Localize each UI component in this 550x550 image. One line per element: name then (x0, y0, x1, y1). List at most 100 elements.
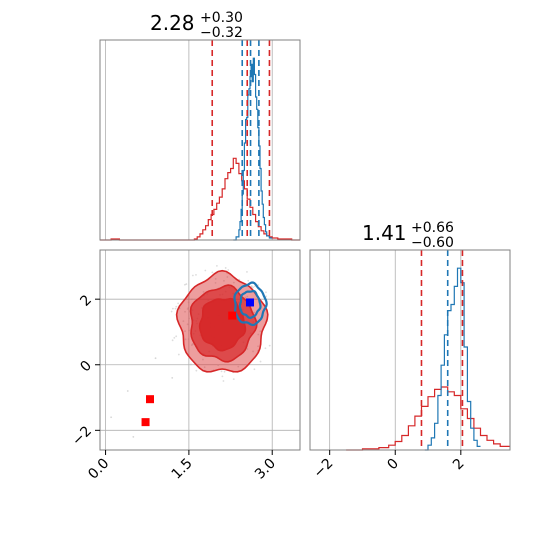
joint-sample-point (171, 376, 174, 379)
marginal-2-histogram-line (346, 386, 510, 451)
joint-y-ticks: −2 0 2 (69, 292, 100, 449)
joint-x-tick-label: 0.0 (85, 456, 112, 483)
joint-sample-point (265, 295, 267, 298)
joint-sample-point (174, 307, 177, 310)
joint-sample-point (183, 283, 186, 286)
joint-sample-point (202, 358, 204, 361)
joint-sample-point (184, 338, 187, 341)
marginal-1-title: 2.28 (150, 11, 195, 35)
joint-sample-point (170, 310, 173, 313)
joint-sample-point (252, 350, 254, 353)
joint-sample-point (214, 277, 217, 280)
joint-sample-point (264, 347, 267, 350)
marginal-2-x-tick-label: 0 (384, 456, 402, 474)
joint-sample-point (173, 336, 176, 339)
joint-sample-point (187, 338, 190, 341)
joint-sample-point (237, 365, 240, 368)
joint-grid (100, 250, 300, 450)
joint-sample-point (224, 267, 227, 269)
joint-sample-point (246, 348, 249, 350)
joint-sample-point (175, 335, 178, 338)
joint-sample-point (154, 357, 157, 360)
joint-sample-point (184, 330, 186, 333)
marginal-1-grid (105, 40, 273, 240)
joint-sample-point (195, 369, 198, 372)
marginal-2-quantile-lines (420, 250, 464, 450)
joint-sample-point (253, 368, 256, 371)
joint-sample-point (226, 276, 229, 278)
joint-sample-point (185, 283, 188, 285)
joint-sample-point (184, 310, 186, 313)
joint-sample-point (257, 345, 259, 348)
joint-sample-point (177, 302, 180, 305)
marginal-1-title-plus: +0.30 (200, 10, 243, 26)
joint-sample-point (217, 364, 220, 367)
joint-marker (246, 298, 254, 307)
joint-sample-point (190, 363, 192, 366)
joint-sample-point (259, 330, 262, 333)
joint-sample-point (188, 317, 190, 320)
joint-sample-point (203, 366, 206, 369)
joint-sample-point (204, 269, 207, 272)
joint-sample-point (244, 296, 247, 299)
joint-markers (141, 298, 254, 427)
marginal-2-title-minus: −0.60 (411, 235, 454, 251)
joint-sample-point (132, 435, 135, 438)
joint-sample-point (247, 279, 250, 282)
joint-contour-level (233, 281, 268, 327)
joint-sample-point (253, 311, 255, 314)
marginal-2-x-ticks: −2 0 2 (311, 450, 468, 481)
marginal-1-title-minus: −0.32 (200, 25, 243, 41)
joint-sample-point (171, 307, 174, 310)
joint-marker (141, 418, 150, 427)
marginal-panel-2: 1.41 +0.66 −0.60 −2 0 2 (309, 220, 511, 481)
marginal-2-x-tick-label: −2 (311, 456, 337, 482)
joint-sample-point (177, 353, 180, 356)
marginal-2-series (346, 267, 510, 451)
joint-sample-point (259, 360, 262, 363)
joint-sample-point (187, 307, 190, 309)
joint-sample-point (250, 285, 253, 288)
joint-sample-point (202, 290, 205, 293)
joint-x-tick-label: 1.5 (169, 456, 196, 483)
marginal-panel-1: 2.28 +0.30 −0.32 (99, 10, 301, 241)
joint-sample-point (190, 344, 193, 346)
joint-sample-point (246, 271, 248, 273)
joint-frame (99, 249, 301, 451)
joint-sample-point (223, 279, 225, 282)
marginal-2-frame (309, 249, 511, 451)
joint-sample-point (171, 339, 174, 342)
joint-sample-point (126, 390, 129, 392)
joint-sample-point (227, 269, 230, 271)
joint-sample-point (268, 344, 271, 347)
joint-y-tick-label: −2 (69, 423, 95, 449)
joint-x-tick-label: 3.0 (252, 456, 279, 483)
marginal-2-title-value: 1.41 (362, 221, 407, 245)
marginal-1-quantile-lines (211, 40, 271, 240)
joint-x-ticks: 0.0 1.5 3.0 (85, 450, 279, 483)
joint-sample-point (222, 380, 225, 382)
marginal-2-x-tick-label: 2 (450, 456, 468, 474)
joint-sample-point (246, 295, 249, 298)
joint-sample-point (175, 305, 178, 308)
marginal-2-histogram-line (424, 267, 481, 451)
joint-y-tick-label: 0 (77, 358, 95, 376)
joint-sample-point (110, 416, 113, 419)
joint-sample-point (232, 281, 235, 284)
joint-y-tick-label: 2 (77, 292, 95, 310)
joint-sample-point (215, 264, 218, 267)
joint-sample-point (187, 301, 190, 304)
joint-sample-point (182, 320, 185, 322)
joint-sample-point (211, 271, 214, 274)
joint-sample-point (265, 291, 267, 294)
joint-sample-point (220, 370, 223, 373)
marginal-2-grid (329, 250, 462, 450)
joint-sample-point (214, 282, 217, 284)
joint-sample-point (223, 370, 226, 373)
marginal-1-frame (99, 39, 301, 241)
joint-marker (228, 311, 237, 320)
joint-sample-point (232, 378, 235, 381)
marginal-2-title: 1.41 (362, 221, 407, 245)
joint-marker (146, 395, 154, 404)
